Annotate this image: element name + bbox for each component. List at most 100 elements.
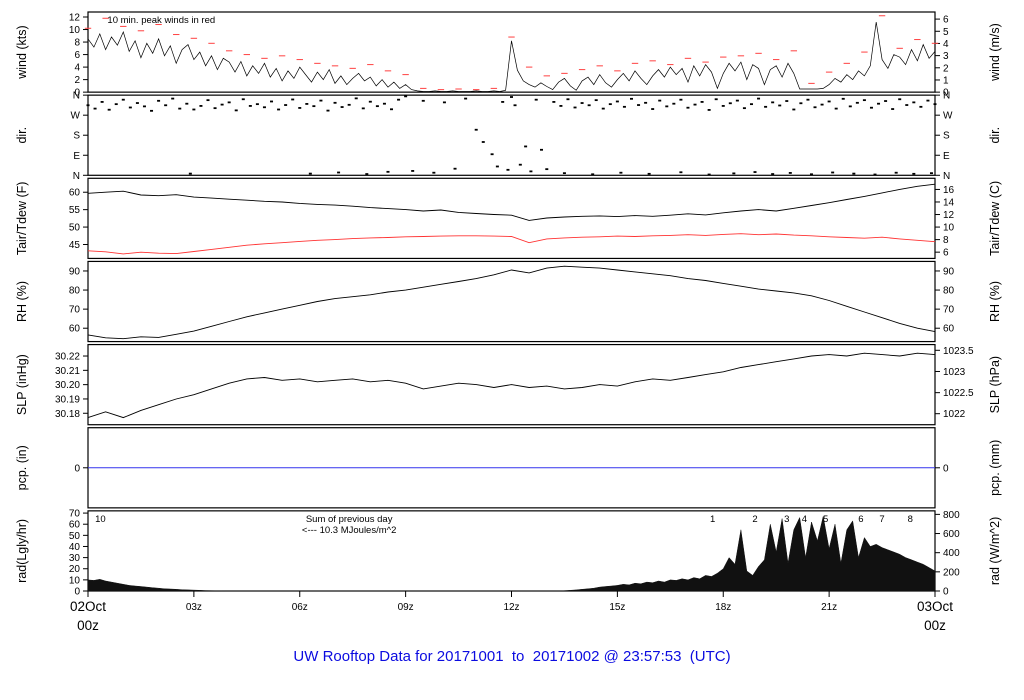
ytick-right-rh: 80 xyxy=(943,286,955,297)
ytick-right-temp: 6 xyxy=(943,248,949,259)
axis-title-right-slp: SLP (hPa) xyxy=(988,356,1002,413)
ytick-right-wind: 1 xyxy=(943,75,949,86)
axis-title-right-dir: dir. xyxy=(988,127,1002,144)
axis-title-right-wind: wind (m/s) xyxy=(988,23,1002,82)
ytick-left-rh: 60 xyxy=(69,324,81,335)
xtick-label: 03z xyxy=(186,602,202,613)
ytick-left-temp: 50 xyxy=(69,223,81,234)
ytick-left-wind: 6 xyxy=(74,50,80,61)
ytick-left-temp: 55 xyxy=(69,205,81,216)
ytick-left-rad: 30 xyxy=(69,553,81,564)
axis-title-left-rad: rad(Lgly/hr) xyxy=(15,519,29,583)
axis-title-left-slp: SLP (inHg) xyxy=(15,354,29,415)
ytick-left-dir: N xyxy=(73,91,80,102)
ytick-right-rad: 200 xyxy=(943,567,960,578)
axis-title-right-temp: Tair/Tdew (C) xyxy=(988,181,1002,256)
ytick-right-rad: 600 xyxy=(943,529,960,540)
ytick-right-rh: 90 xyxy=(943,266,955,277)
ytick-right-slp: 1023.5 xyxy=(943,346,974,357)
ytick-left-dir: N xyxy=(73,171,80,182)
ytick-left-rad: 60 xyxy=(69,520,81,531)
ytick-left-rh: 70 xyxy=(69,305,81,316)
mjoule-mark: 2 xyxy=(752,514,757,525)
ytick-left-wind: 4 xyxy=(74,63,80,74)
panel-rh: 60 70 80 90 60 70 80 90 RH (%) RH (%) xyxy=(15,260,1002,343)
ytick-left-temp: 45 xyxy=(69,240,81,251)
axis-title-right-rad: rad (W/m^2) xyxy=(988,517,1002,585)
ytick-right-temp: 14 xyxy=(943,197,955,208)
ytick-right-rad: 400 xyxy=(943,548,960,559)
annotation-sum-previous-day: <--- 10.3 MJoules/m^2 xyxy=(302,525,396,536)
ytick-right-wind: 3 xyxy=(943,51,949,62)
ytick-right-wind: 6 xyxy=(943,15,949,26)
axis-title-left-wind: wind (kts) xyxy=(15,25,29,79)
mjoule-mark: 6 xyxy=(858,514,863,525)
ytick-right-rh: 60 xyxy=(943,324,955,335)
panel-slp: 30.18 30.19 30.20 30.21 30.22 1022 1022.5 1023 1… xyxy=(15,343,1002,426)
xtick-label: 09z xyxy=(398,602,414,613)
ytick-left-rad: 50 xyxy=(69,531,81,542)
axis-title-right-pcp: pcp. (mm) xyxy=(988,440,1002,496)
x-axis: 03z 06z 09z 12z 15z 18z 21z 02Oct 00z 03Oct 00z xyxy=(70,591,953,633)
mjoule-mark: 5 xyxy=(823,514,828,525)
series-peak-wind-10min xyxy=(84,15,939,91)
ytick-right-rad: 0 xyxy=(943,587,949,598)
ytick-left-slp: 30.18 xyxy=(55,409,80,420)
ytick-right-temp: 16 xyxy=(943,185,955,196)
ytick-left-dir: S xyxy=(73,131,80,142)
ytick-left-slp: 30.20 xyxy=(55,380,80,391)
date-label-end: 00z xyxy=(924,618,946,633)
ytick-right-dir: N xyxy=(943,91,950,102)
axis-title-left-rh: RH (%) xyxy=(15,281,29,322)
ytick-right-wind: 2 xyxy=(943,63,949,74)
mjoule-mark: 7 xyxy=(879,514,884,525)
axis-title-left-pcp: pcp. (in) xyxy=(15,445,29,490)
ytick-right-dir: W xyxy=(943,111,953,122)
series-relative-humidity xyxy=(87,265,936,340)
date-label-end: 03Oct xyxy=(917,599,953,614)
ytick-left-wind: 8 xyxy=(74,38,80,49)
ytick-left-dir: W xyxy=(71,111,81,122)
ytick-right-temp: 8 xyxy=(943,235,949,246)
series-wind-speed-kts xyxy=(87,21,936,92)
date-label-start: 02Oct xyxy=(70,599,106,614)
ytick-left-dir: E xyxy=(73,151,80,162)
series-air-temperature xyxy=(87,183,936,221)
ytick-right-wind: 5 xyxy=(943,27,949,38)
date-label-start: 00z xyxy=(77,618,99,633)
mjoule-mark: 8 xyxy=(908,514,913,525)
ytick-left-pcp: 0 xyxy=(74,463,80,474)
ytick-right-temp: 12 xyxy=(943,210,955,221)
ytick-right-wind: 4 xyxy=(943,39,949,50)
ytick-left-slp: 30.21 xyxy=(55,366,80,377)
annotation-wind: 10 min. peak winds in red xyxy=(107,15,215,26)
series-sea-level-pressure xyxy=(87,352,936,419)
ytick-left-slp: 30.22 xyxy=(55,352,80,363)
xtick-label: 21z xyxy=(821,602,837,613)
ytick-right-dir: E xyxy=(943,151,950,162)
ytick-left-rh: 90 xyxy=(69,266,81,277)
panel-rad: 0102030405060700200400600800rad(Lgly/hr)… xyxy=(15,509,1002,598)
panel-pcp: 0 0 pcp. (in) pcp. (mm) xyxy=(15,427,1002,509)
ytick-left-temp: 60 xyxy=(69,188,81,199)
ytick-left-slp: 30.19 xyxy=(55,394,80,405)
xtick-label: 06z xyxy=(292,602,308,613)
ytick-right-slp: 1023 xyxy=(943,367,966,378)
ytick-right-dir: N xyxy=(943,171,950,182)
mjoule-mark: 1 xyxy=(710,514,715,525)
ytick-left-rad: 10 xyxy=(69,575,81,586)
plot-title: UW Rooftop Data for 20171001 to 20171002… xyxy=(293,648,731,665)
ytick-left-rad: 20 xyxy=(69,564,81,575)
ytick-left-wind: 10 xyxy=(69,25,81,36)
ytick-right-temp: 10 xyxy=(943,223,955,234)
xtick-label: 15z xyxy=(609,602,625,613)
ytick-right-slp: 1022.5 xyxy=(943,388,974,399)
ytick-right-wind: 0 xyxy=(943,88,949,99)
ytick-left-rad: 0 xyxy=(74,587,80,598)
ytick-left-rad: 40 xyxy=(69,542,81,553)
ytick-left-wind: 12 xyxy=(69,13,81,24)
